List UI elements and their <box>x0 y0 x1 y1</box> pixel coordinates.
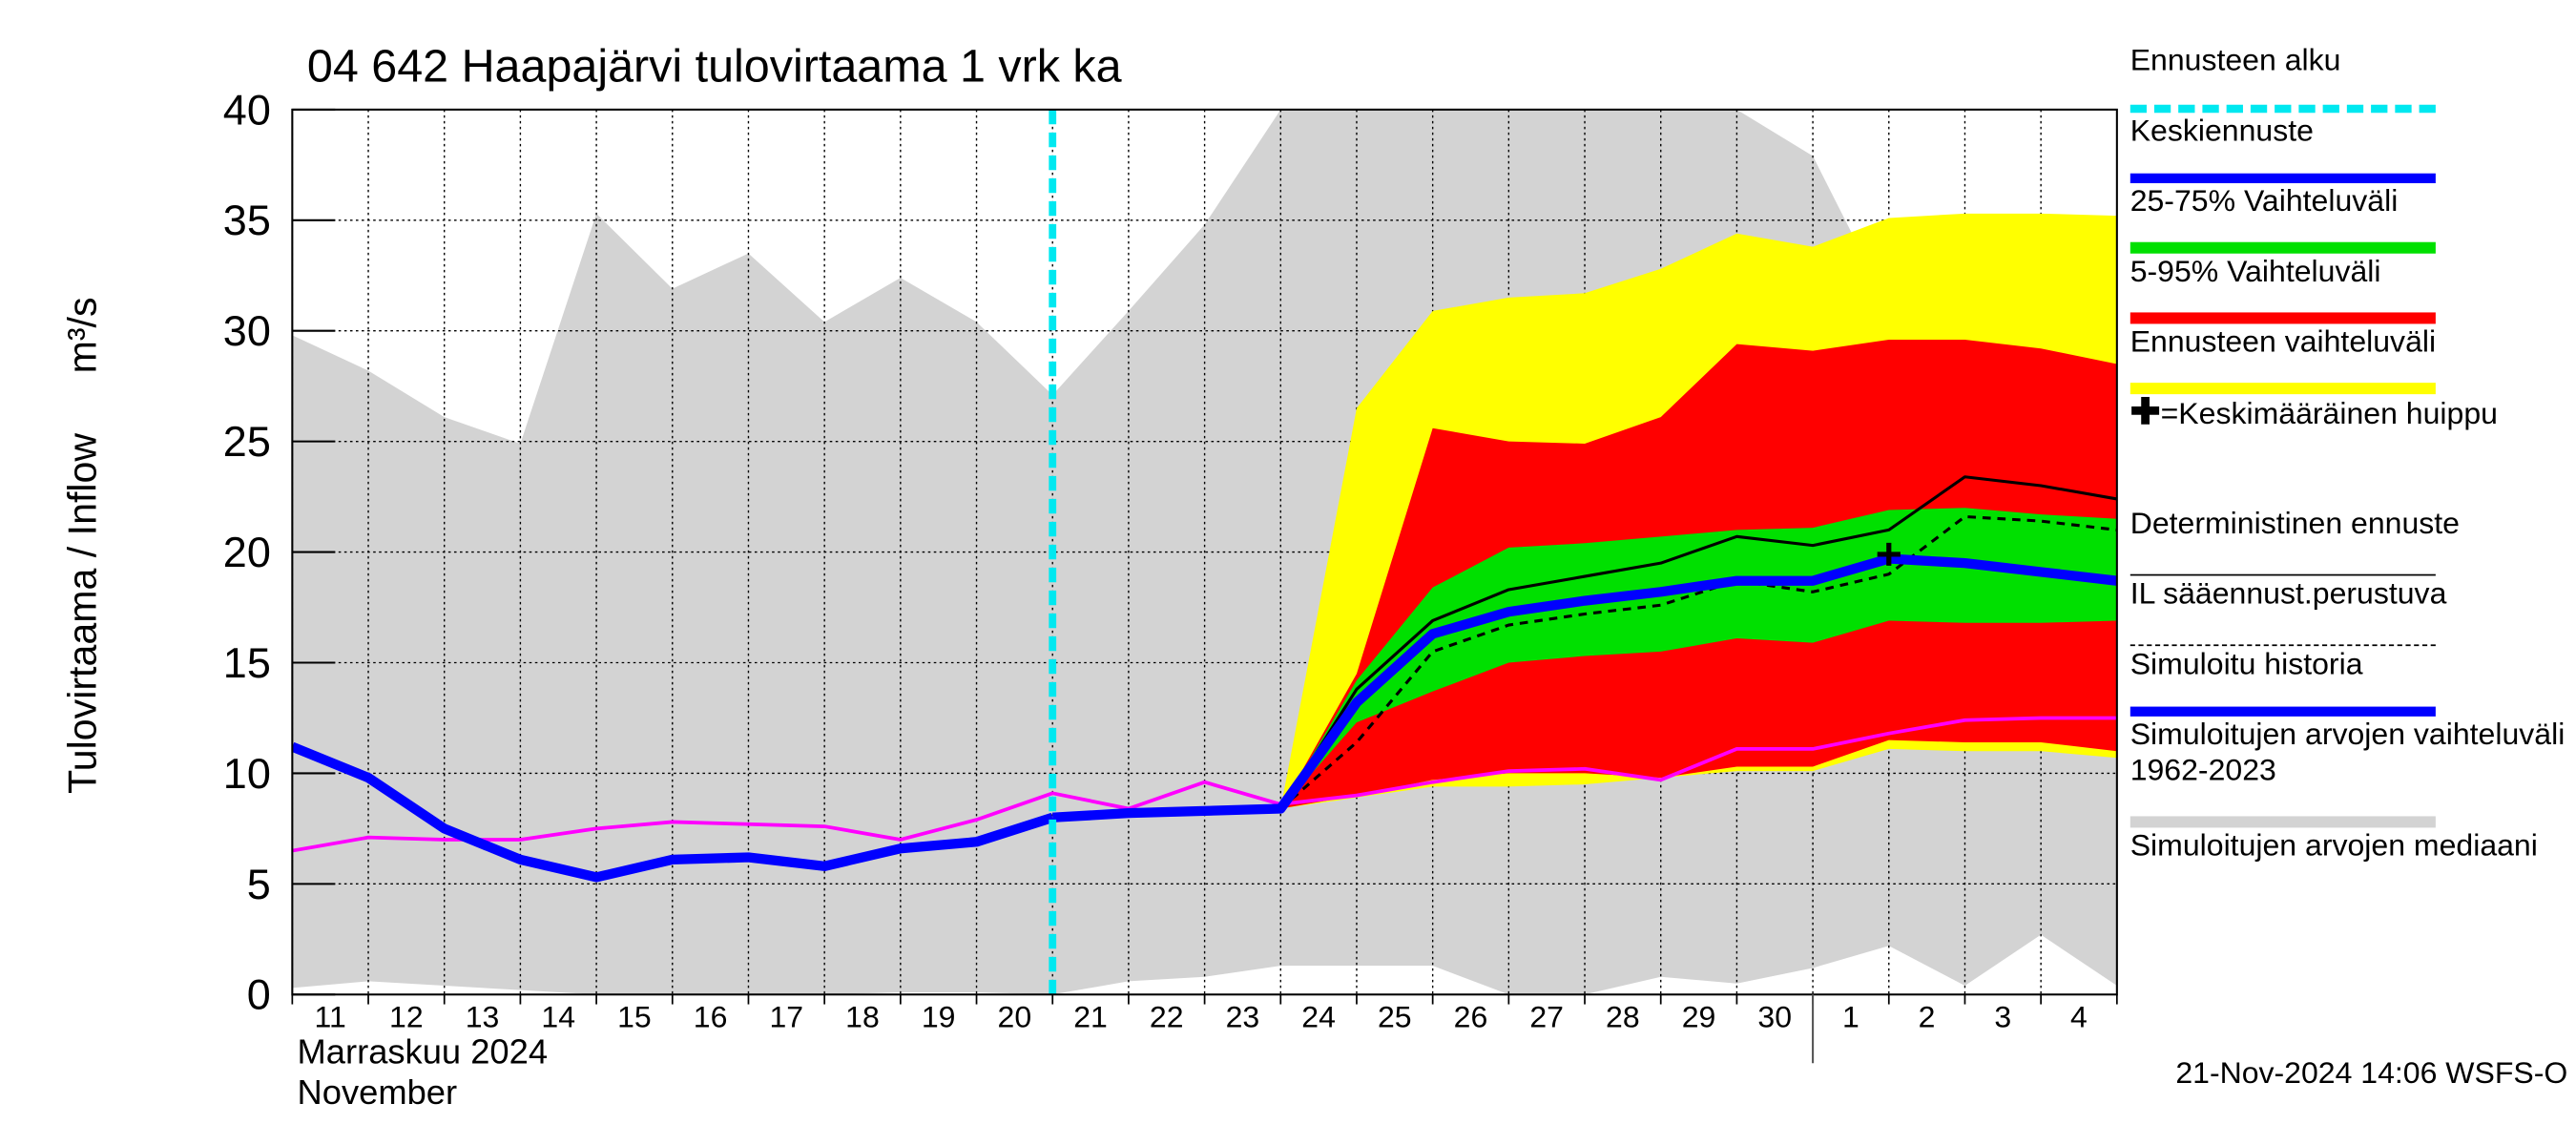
legend-swatch <box>2129 104 2436 114</box>
x-tick-label: 15 <box>617 1000 652 1034</box>
x-tick-label: 28 <box>1606 1000 1640 1034</box>
peak-marker <box>1877 542 1901 566</box>
legend-entry: Keskiennuste <box>2129 113 2573 183</box>
x-tick-label: 17 <box>769 1000 803 1034</box>
range-band <box>1280 508 2117 809</box>
x-tick-label: 12 <box>389 1000 424 1034</box>
x-tick-label: 30 <box>1757 1000 1792 1034</box>
x-tick-label: 22 <box>1150 1000 1184 1034</box>
legend-swatch <box>2129 644 2436 647</box>
legend-swatch <box>2129 312 2436 324</box>
x-tick-label: 3 <box>1994 1000 2011 1034</box>
legend-label: Ennusteen alku <box>2129 42 2341 77</box>
legend-entry: Simuloitujen arvojen vaihteluväli 1962-2… <box>2129 716 2573 828</box>
series-line <box>1278 475 2117 810</box>
legend-entry: Ennusteen alku <box>2129 42 2573 114</box>
series-line <box>292 716 2117 853</box>
legend: Ennusteen alku Keskiennuste 25-75% Vaihtel… <box>2129 42 2573 934</box>
legend-entry: Ennusteen vaihteluväli <box>2129 323 2573 395</box>
legend-label: =Keskimääräinen huippu <box>2160 395 2498 430</box>
legend-swatch <box>2129 241 2436 254</box>
y-axis-unit: m³/s <box>60 297 104 373</box>
timestamp: 21-Nov-2024 14:06 WSFS-O <box>2175 1055 2567 1090</box>
legend-label: Keskiennuste <box>2129 113 2314 148</box>
x-tick-label: 4 <box>2070 1000 2088 1034</box>
series-line <box>1051 553 2117 822</box>
legend-entry: IL sääennust.perustuva <box>2129 575 2573 647</box>
x-tick-label: 25 <box>1378 1000 1412 1034</box>
month-label: Marraskuu 2024 <box>298 1031 549 1071</box>
x-tick-label: 20 <box>998 1000 1032 1034</box>
y-tick-label: 5 <box>247 861 271 908</box>
legend-swatch <box>2129 706 2436 717</box>
y-tick-label: 25 <box>223 418 271 466</box>
y-tick-label: 15 <box>223 639 271 687</box>
x-tick-label: 2 <box>1919 1000 1936 1034</box>
legend-entry: Simuloitu historia <box>2129 646 2573 717</box>
x-tick-label: 29 <box>1682 1000 1716 1034</box>
x-tick-label: 19 <box>922 1000 956 1034</box>
x-tick-label: 23 <box>1226 1000 1260 1034</box>
legend-entry: 5-95% Vaihteluväli <box>2129 253 2573 324</box>
legend-swatch <box>2129 573 2436 576</box>
legend-swatch <box>2129 173 2436 183</box>
legend-label: Simuloitu historia <box>2129 646 2363 681</box>
y-tick-label: 35 <box>223 197 271 244</box>
legend-box: Ennusteen alku Keskiennuste 25-75% Vaihtel… <box>2129 42 2573 934</box>
legend-label: Simuloitujen arvojen vaihteluväli 1962-2… <box>2129 716 2566 787</box>
x-tick-label: 21 <box>1073 1000 1108 1034</box>
legend-label: 5-95% Vaihteluväli <box>2129 253 2381 288</box>
y-axis-label: Tulovirtaama / Inflow <box>60 433 104 794</box>
x-tick-label: 1 <box>1842 1000 1859 1034</box>
legend-label: Ennusteen vaihteluväli <box>2129 323 2437 359</box>
x-tick-label: 13 <box>466 1000 500 1034</box>
legend-entry: 25-75% Vaihteluväli <box>2129 183 2573 254</box>
x-tick-label: 18 <box>845 1000 880 1034</box>
legend-swatch <box>2129 816 2436 828</box>
legend-label: Deterministinen ennuste <box>2129 505 2460 540</box>
x-tick-label: 14 <box>541 1000 575 1034</box>
x-tick-label: 27 <box>1529 1000 1564 1034</box>
series-line <box>292 741 1054 883</box>
legend-entry: Simuloitujen arvojen mediaani <box>2130 827 2573 933</box>
x-tick-label: 11 <box>315 1000 346 1034</box>
y-tick-label: 10 <box>223 750 271 798</box>
y-tick-label: 40 <box>223 86 271 134</box>
legend-label: Simuloitujen arvojen mediaani <box>2129 827 2538 863</box>
y-tick-label: 0 <box>247 971 271 1019</box>
x-tick-label: 26 <box>1454 1000 1488 1034</box>
legend-label: IL sääennust.perustuva <box>2129 575 2447 611</box>
y-tick-label: 20 <box>223 529 271 576</box>
legend-label: 25-75% Vaihteluväli <box>2129 183 2399 218</box>
plot-area <box>292 109 2117 995</box>
x-tick-label: 16 <box>694 1000 728 1034</box>
series-line <box>1279 514 2117 810</box>
x-tick-label: 24 <box>1301 1000 1336 1034</box>
legend-marker: ✚ <box>2129 390 2161 432</box>
legend-entry: ✚=Keskimääräinen huippu <box>2129 390 2573 506</box>
legend-entry: Deterministinen ennuste <box>2129 505 2573 576</box>
y-tick-label: 30 <box>223 307 271 355</box>
legend-swatch <box>2129 383 2436 395</box>
month-label: November <box>298 1072 458 1112</box>
chart-title: 04 642 Haapajärvi tulovirtaama 1 vrk ka <box>307 41 1122 93</box>
